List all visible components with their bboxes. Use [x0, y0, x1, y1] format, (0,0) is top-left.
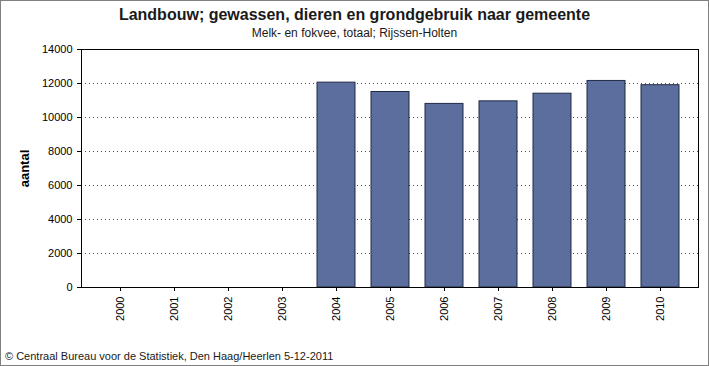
svg-text:2008: 2008	[546, 297, 558, 321]
html-text:Melk- en fokvee, totaal; Rijss: Melk- en fokvee, totaal; Rijssen-Holten	[251, 26, 458, 40]
svg-text:2000: 2000	[114, 297, 126, 321]
svg-text:2007: 2007	[492, 297, 504, 321]
svg-text:8000: 8000	[48, 145, 72, 157]
svg-text:2005: 2005	[384, 297, 396, 321]
svg-text:2006: 2006	[438, 297, 450, 321]
svg-text:2009: 2009	[600, 297, 612, 321]
svg-text:0: 0	[66, 281, 72, 293]
html-text:Landbouw; gewassen, dieren en: Landbouw; gewassen, dieren en grondgebru…	[118, 6, 591, 23]
svg-text:aantal: aantal	[17, 150, 32, 188]
svg-text:4000: 4000	[48, 213, 72, 225]
svg-text:2000: 2000	[48, 247, 72, 259]
svg-text:2002: 2002	[222, 297, 234, 321]
svg-text:2010: 2010	[654, 297, 666, 321]
html-text:© Centraal Bureau voor de Stat: © Centraal Bureau voor de Statistiek, De…	[5, 350, 334, 362]
svg-text:2004: 2004	[330, 297, 342, 321]
svg-text:2001: 2001	[168, 297, 180, 321]
svg-text:10000: 10000	[42, 111, 73, 123]
svg-text:14000: 14000	[42, 43, 73, 55]
svg-text:6000: 6000	[48, 179, 72, 191]
svg-text:12000: 12000	[42, 77, 73, 89]
svg-text:2003: 2003	[276, 297, 288, 321]
